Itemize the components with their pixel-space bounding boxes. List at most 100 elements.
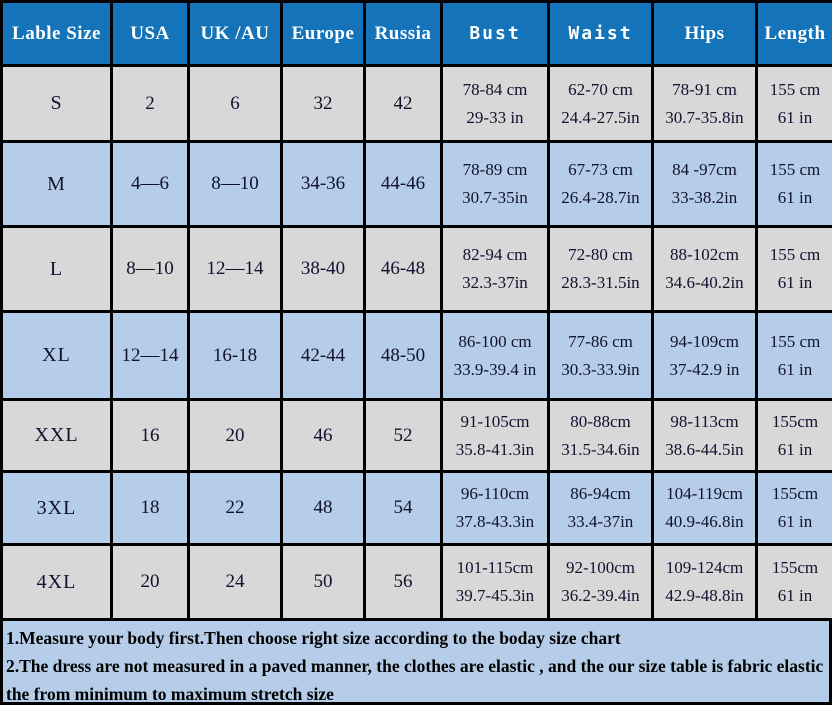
cell-uk-au: 22: [189, 472, 282, 545]
cell-hips: 84 -97cm 33-38.2in: [653, 142, 757, 227]
cell-length: 155 cm 61 in: [757, 66, 832, 142]
cell-uk-au: 20: [189, 400, 282, 472]
cell-russia: 46-48: [365, 227, 442, 312]
waist-in: 24.4-27.5in: [550, 104, 651, 132]
cell-bust: 101-115cm 39.7-45.3in: [442, 545, 549, 620]
cell-hips: 94-109cm 37-42.9 in: [653, 312, 757, 400]
cell-size-label: S: [2, 66, 112, 142]
waist-cm: 86-94cm: [550, 480, 651, 508]
table-row-4xl: 4XL 20 24 50 56 101-115cm 39.7-45.3in 92…: [2, 545, 832, 620]
cell-hips: 78-91 cm 30.7-35.8in: [653, 66, 757, 142]
cell-europe: 34-36: [282, 142, 365, 227]
length-in: 61 in: [758, 269, 832, 297]
hips-cm: 98-113cm: [654, 408, 755, 436]
cell-usa: 12—14: [112, 312, 189, 400]
cell-russia: 48-50: [365, 312, 442, 400]
column-header-russia: Russia: [365, 2, 442, 66]
bust-cm: 78-89 cm: [443, 156, 547, 184]
bust-cm: 96-110cm: [443, 480, 547, 508]
cell-hips: 109-124cm 42.9-48.8in: [653, 545, 757, 620]
length-in: 61 in: [758, 356, 832, 384]
column-header-length: Length: [757, 2, 832, 66]
waist-cm: 72-80 cm: [550, 241, 651, 269]
bust-cm: 82-94 cm: [443, 241, 547, 269]
cell-russia: 44-46: [365, 142, 442, 227]
cell-size-label: 3XL: [2, 472, 112, 545]
cell-hips: 88-102cm 34.6-40.2in: [653, 227, 757, 312]
bust-cm: 78-84 cm: [443, 76, 547, 104]
cell-hips: 104-119cm 40.9-46.8in: [653, 472, 757, 545]
cell-length: 155cm 61 in: [757, 472, 832, 545]
table-row-3xl: 3XL 18 22 48 54 96-110cm 37.8-43.3in 86-…: [2, 472, 832, 545]
waist-in: 36.2-39.4in: [550, 582, 651, 610]
cell-bust: 78-89 cm 30.7-35in: [442, 142, 549, 227]
hips-cm: 88-102cm: [654, 241, 755, 269]
cell-bust: 78-84 cm 29-33 in: [442, 66, 549, 142]
hips-cm: 104-119cm: [654, 480, 755, 508]
cell-size-label: L: [2, 227, 112, 312]
cell-length: 155 cm 61 in: [757, 312, 832, 400]
length-cm: 155cm: [758, 408, 832, 436]
bust-in: 29-33 in: [443, 104, 547, 132]
hips-in: 38.6-44.5in: [654, 436, 755, 464]
hips-in: 40.9-46.8in: [654, 508, 755, 536]
length-cm: 155 cm: [758, 76, 832, 104]
cell-size-label: 4XL: [2, 545, 112, 620]
cell-size-label: M: [2, 142, 112, 227]
cell-uk-au: 12—14: [189, 227, 282, 312]
cell-usa: 8—10: [112, 227, 189, 312]
column-header-hips: Hips: [653, 2, 757, 66]
waist-cm: 92-100cm: [550, 554, 651, 582]
waist-cm: 62-70 cm: [550, 76, 651, 104]
cell-size-label: XL: [2, 312, 112, 400]
cell-usa: 16: [112, 400, 189, 472]
cell-length: 155cm 61 in: [757, 400, 832, 472]
cell-uk-au: 16-18: [189, 312, 282, 400]
cell-russia: 54: [365, 472, 442, 545]
cell-europe: 32: [282, 66, 365, 142]
footnotes: 1.Measure your body first.Then choose ri…: [0, 621, 832, 705]
bust-cm: 91-105cm: [443, 408, 547, 436]
column-header-uk-au: UK /AU: [189, 2, 282, 66]
waist-in: 30.3-33.9in: [550, 356, 651, 384]
column-header-lable-size: Lable Size: [2, 2, 112, 66]
cell-usa: 18: [112, 472, 189, 545]
hips-cm: 84 -97cm: [654, 156, 755, 184]
table-row-xxl: XXL 16 20 46 52 91-105cm 35.8-41.3in 80-…: [2, 400, 832, 472]
column-header-europe: Europe: [282, 2, 365, 66]
column-header-bust: Bust: [442, 2, 549, 66]
table-row-m: M 4—6 8—10 34-36 44-46 78-89 cm 30.7-35i…: [2, 142, 832, 227]
cell-waist: 62-70 cm 24.4-27.5in: [549, 66, 653, 142]
cell-bust: 82-94 cm 32.3-37in: [442, 227, 549, 312]
cell-length: 155 cm 61 in: [757, 227, 832, 312]
hips-in: 37-42.9 in: [654, 356, 755, 384]
cell-size-label: XXL: [2, 400, 112, 472]
length-cm: 155cm: [758, 554, 832, 582]
table-row-s: S 2 6 32 42 78-84 cm 29-33 in 62-70 cm 2…: [2, 66, 832, 142]
hips-in: 42.9-48.8in: [654, 582, 755, 610]
cell-europe: 50: [282, 545, 365, 620]
hips-in: 33-38.2in: [654, 184, 755, 212]
header-row: Lable Size USA UK /AU Europe Russia Bust…: [2, 2, 832, 66]
cell-usa: 4—6: [112, 142, 189, 227]
column-header-usa: USA: [112, 2, 189, 66]
length-cm: 155 cm: [758, 241, 832, 269]
waist-in: 28.3-31.5in: [550, 269, 651, 297]
note-line-2: 2.The dress are not measured in a paved …: [6, 652, 827, 708]
hips-in: 34.6-40.2in: [654, 269, 755, 297]
bust-in: 39.7-45.3in: [443, 582, 547, 610]
cell-waist: 67-73 cm 26.4-28.7in: [549, 142, 653, 227]
cell-europe: 46: [282, 400, 365, 472]
bust-in: 35.8-41.3in: [443, 436, 547, 464]
cell-uk-au: 6: [189, 66, 282, 142]
bust-cm: 101-115cm: [443, 554, 547, 582]
waist-cm: 80-88cm: [550, 408, 651, 436]
hips-in: 30.7-35.8in: [654, 104, 755, 132]
waist-in: 26.4-28.7in: [550, 184, 651, 212]
cell-russia: 56: [365, 545, 442, 620]
cell-usa: 20: [112, 545, 189, 620]
note-line-1: 1.Measure your body first.Then choose ri…: [6, 624, 827, 652]
length-in: 61 in: [758, 104, 832, 132]
cell-uk-au: 24: [189, 545, 282, 620]
